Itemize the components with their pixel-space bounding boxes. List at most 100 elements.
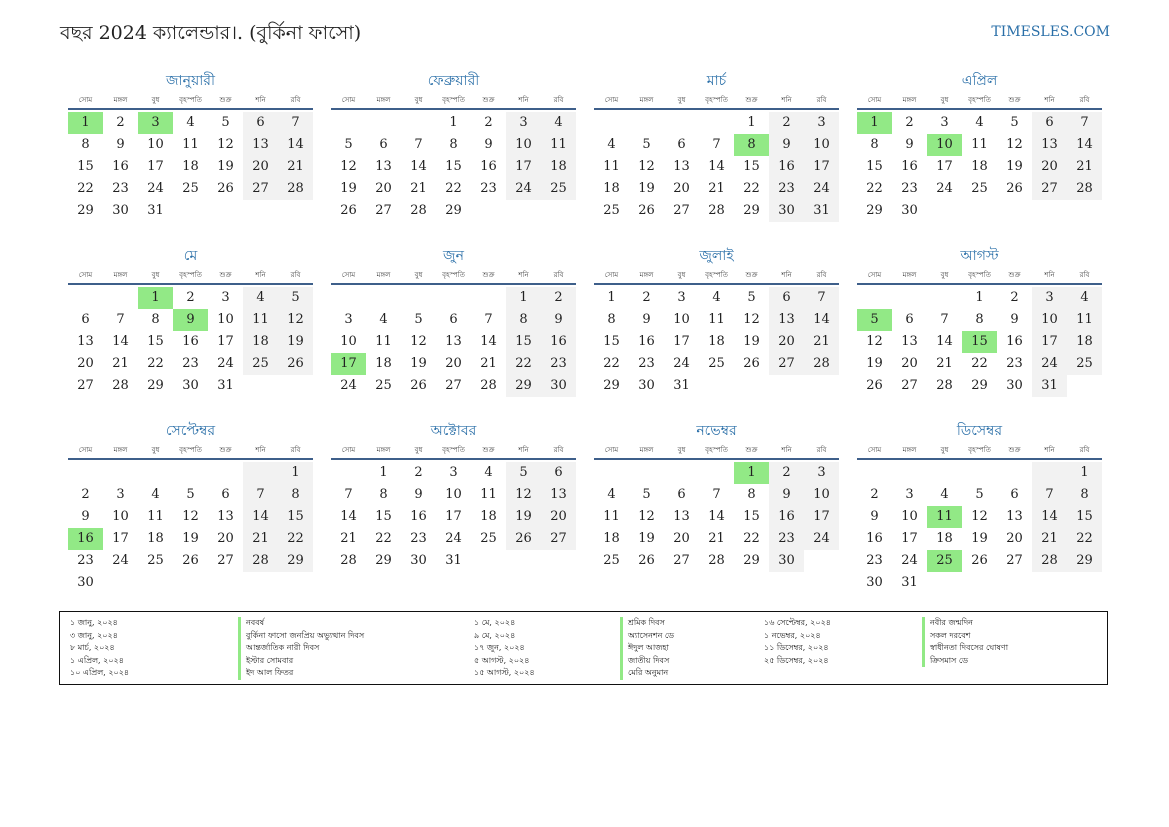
day-cell: 23 (769, 528, 804, 550)
weekday-label: বৃহস্পতি (705, 446, 728, 454)
day-cell: 4 (712, 290, 721, 305)
day-cell: 15 (743, 509, 760, 524)
day-cell: 7 (414, 137, 423, 152)
weekday-label: বুধ (414, 271, 423, 279)
day-cell: 7 (712, 487, 721, 502)
empty-day-cell (541, 550, 576, 572)
day-cell: 28 (708, 553, 725, 568)
weekday-label: বুধ (151, 271, 160, 279)
day-cell: 3 (116, 487, 125, 502)
empty-day-cell (1067, 572, 1102, 594)
day-cell: 7 (712, 137, 721, 152)
month-name: মার্চ (706, 73, 727, 89)
day-cell: 28 (708, 203, 725, 218)
weekday-label: সোম (604, 96, 619, 104)
day-cell: 10 (927, 134, 962, 156)
day-cell: 15 (962, 331, 997, 353)
empty-day-cell (927, 200, 962, 222)
day-cell: 8 (734, 134, 769, 156)
day-cell: 19 (217, 159, 234, 174)
empty-day-cell (401, 112, 436, 134)
empty-day-cell (1067, 200, 1102, 222)
day-cell: 30 (638, 378, 655, 393)
day-cell: 15 (1067, 506, 1102, 528)
day-cell: 23 (182, 356, 199, 371)
day-cell: 3 (506, 112, 541, 134)
day-cell: 8 (1067, 484, 1102, 506)
day-cell: 1 (379, 465, 388, 480)
empty-day-cell (629, 112, 664, 134)
day-cell: 18 (603, 181, 620, 196)
day-cell: 4 (607, 137, 616, 152)
day-cell: 22 (971, 356, 988, 371)
weekday-label: রবি (1079, 96, 1090, 104)
month-name: সেপ্টেম্বর (165, 423, 216, 439)
empty-day-cell (997, 462, 1032, 484)
day-cell: 29 (506, 375, 541, 397)
weekday-header: সোম মঙ্গল বুধ বৃহস্পতি শুক্র শনি রবি (331, 267, 576, 285)
day-cell: 28 (936, 378, 953, 393)
day-cell: 2 (81, 487, 90, 502)
day-cell: 3 (905, 487, 914, 502)
day-cell: 31 (147, 203, 164, 218)
legend-date: ১১ ডিসেম্বর, ২০২৪ (764, 643, 829, 652)
day-cell: 16 (541, 331, 576, 353)
empty-day-cell (927, 462, 962, 484)
day-cell: 13 (217, 509, 234, 524)
legend-holiday: ঈদুল আজহা (620, 642, 674, 655)
weekday-label: সোম (78, 446, 93, 454)
weekday-label: বৃহস্পতি (442, 96, 465, 104)
day-cell: 18 (375, 356, 392, 371)
day-cell: 3 (804, 462, 839, 484)
day-cell: 23 (901, 181, 918, 196)
day-cell: 11 (182, 137, 199, 152)
day-cell: 22 (278, 528, 313, 550)
month-name: অক্টোবর (430, 423, 477, 439)
day-cell: 9 (870, 509, 879, 524)
day-cell: 26 (217, 181, 234, 196)
weekday-label: সোম (341, 271, 356, 279)
day-cell: 21 (1032, 528, 1067, 550)
day-cell: 24 (901, 553, 918, 568)
day-cell: 12 (340, 159, 357, 174)
day-cell: 29 (866, 203, 883, 218)
day-cell: 8 (870, 137, 879, 152)
site-link[interactable]: TIMESLES.COM (991, 24, 1110, 40)
day-cell: 7 (344, 487, 353, 502)
day-cell: 15 (866, 159, 883, 174)
legend-dates-2: ১ মে, ২০২৪ ৯ মে, ২০২৪ ১৭ জুন, ২০২৪ ৫ আগস… (474, 617, 535, 680)
weekday-label: শনি (255, 96, 266, 104)
day-cell: 10 (901, 509, 918, 524)
day-cell: 6 (1010, 487, 1019, 502)
day-cell: 20 (1032, 156, 1067, 178)
month-calendar: ফেব্রুয়ারী সোম মঙ্গল বুধ বৃহস্পতি শুক্র শনি রব… (331, 70, 576, 245)
weekday-label: বুধ (677, 446, 686, 454)
day-cell: 10 (673, 312, 690, 327)
day-cell: 6 (677, 487, 686, 502)
day-cell: 2 (1010, 290, 1019, 305)
legend-holiday: জাতীয় দিবস (620, 654, 674, 667)
day-cell: 31 (445, 553, 462, 568)
day-cell: 30 (769, 550, 804, 572)
weekday-label: শনি (518, 271, 529, 279)
weekday-label: রবি (290, 271, 301, 279)
legend-date: ১ এপ্রিল, ২০২৪ (70, 655, 124, 665)
day-cell: 22 (375, 531, 392, 546)
day-cell: 13 (541, 484, 576, 506)
day-cell: 6 (677, 137, 686, 152)
day-grid: 1 2 3 4 5 6 7 8 9 10 11 12 13 14 15 16 17 18 19 20 21 22 23 24 2… (331, 287, 576, 397)
holiday-legend: ১ জানু, ২০২৪ ৩ জানু, ২০২৪ ৮ মার্চ, ২০২৪ … (59, 611, 1108, 685)
day-grid: 1 2 3 4 5 6 7 8 9 10 11 12 13 14 15 16 17 18 19 20 21 22 23 24 2… (857, 112, 1102, 222)
day-cell: 29 (445, 203, 462, 218)
weekday-label: বৃহস্পতি (442, 271, 465, 279)
day-cell: 3 (1032, 287, 1067, 309)
day-grid: 1 2 3 4 5 6 7 8 9 10 11 12 13 14 15 16 17 18 19 20 21 22 23 24 2… (594, 287, 839, 397)
day-cell: 19 (410, 356, 427, 371)
day-cell: 25 (480, 531, 497, 546)
weekday-label: বুধ (151, 446, 160, 454)
day-cell: 17 (1032, 331, 1067, 353)
day-cell: 8 (81, 137, 90, 152)
day-cell: 12 (217, 137, 234, 152)
day-cell: 16 (769, 156, 804, 178)
day-cell: 20 (77, 356, 94, 371)
